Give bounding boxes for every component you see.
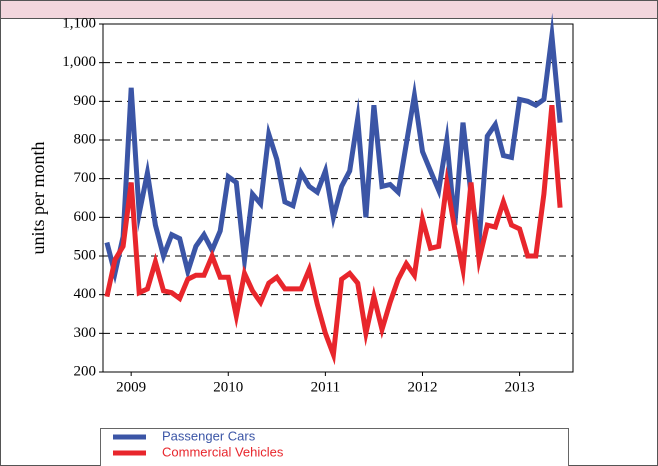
y-tick-label: 400: [74, 286, 97, 302]
y-tick-label: 600: [74, 209, 97, 225]
y-tick-label: 1,100: [62, 15, 96, 31]
legend-label: Commercial Vehicles: [162, 444, 284, 459]
y-tick-label: 800: [74, 131, 97, 147]
x-tick-label: 2013: [505, 379, 535, 395]
x-tick-label: 2011: [311, 379, 340, 395]
y-tick-label: 1,000: [62, 54, 96, 70]
legend-box: [100, 428, 569, 466]
series-line: [104, 104, 563, 366]
x-tick-label: 2012: [407, 379, 437, 395]
series-line: [104, 12, 563, 285]
y-tick-label: 200: [74, 363, 97, 379]
y-tick-label: 900: [74, 93, 97, 109]
header-band: [0, 0, 658, 19]
y-axis-label: units per month: [28, 142, 48, 255]
plot-frame: [102, 23, 574, 373]
legend-label: Passenger Cars: [162, 428, 256, 443]
x-tick-label: 2010: [213, 379, 243, 395]
y-tick-label: 300: [74, 325, 97, 341]
y-tick-label: 700: [74, 170, 97, 186]
x-tick-label: 2009: [116, 379, 146, 395]
y-tick-label: 500: [74, 247, 97, 263]
